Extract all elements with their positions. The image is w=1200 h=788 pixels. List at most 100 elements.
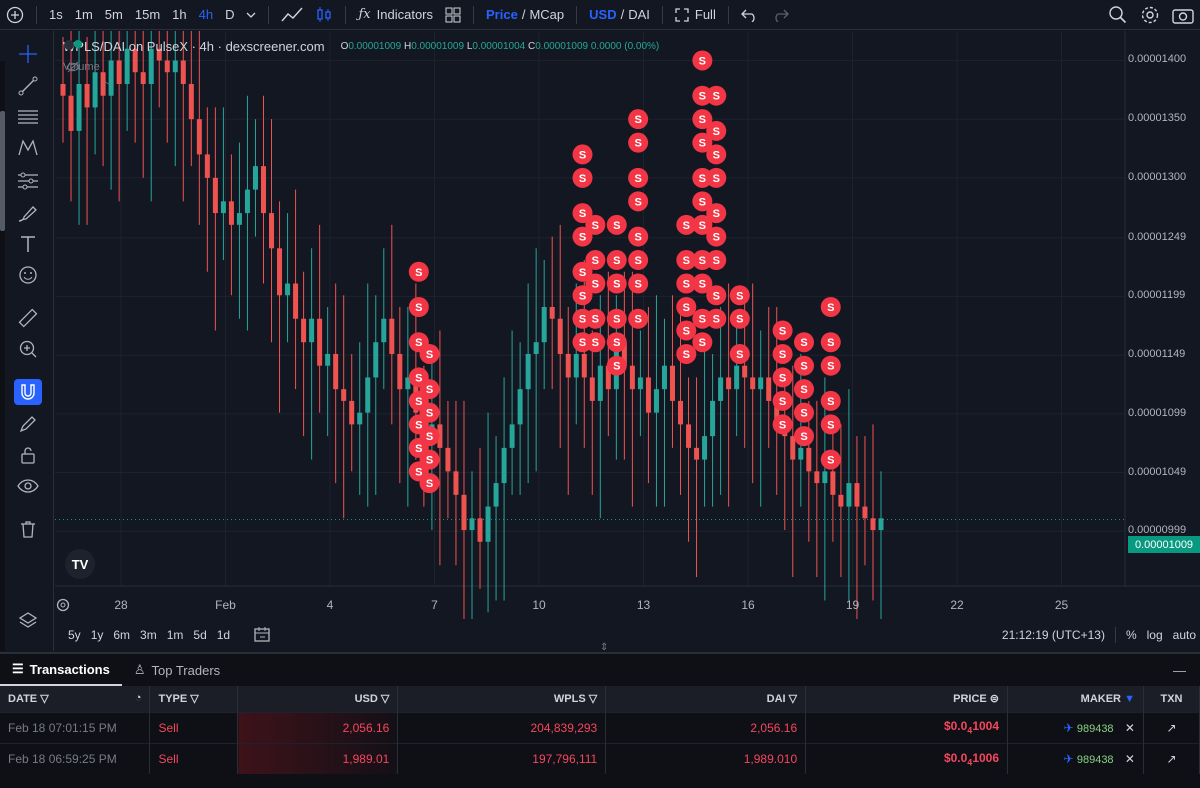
mcap-option[interactable]: MCap [529,7,565,22]
currency-toggle-icon[interactable]: ⊜ [989,693,1000,706]
zoom-tool[interactable] [14,336,42,362]
filter-active-icon[interactable]: ▼ [1124,692,1135,705]
col-price[interactable]: PRICE ⊜ [805,686,1009,712]
object-tree-tool[interactable] [14,607,42,633]
redo-button[interactable] [765,0,795,30]
candle-body [750,377,756,390]
col-dai[interactable]: DAI ▽ [605,686,807,712]
range-1y[interactable]: 1y [90,628,104,642]
resize-handle-icon[interactable]: ⇕ [600,642,609,653]
col-usd[interactable]: USD ▽ [237,686,399,712]
external-link-icon[interactable]: ↗ [1166,751,1177,766]
filter-icon[interactable]: ▽ [788,693,798,706]
sell-marker-label: S [579,290,586,302]
settings-button[interactable] [1134,0,1166,30]
candle-body [493,483,499,507]
maker-link[interactable]: 989438 [1076,753,1114,766]
external-link-icon[interactable]: ↗ [1166,720,1177,735]
dai-option[interactable]: DAI [628,7,650,22]
brush-icon [18,206,37,222]
filter-icon[interactable]: ▽ [40,693,49,706]
col-date[interactable]: DATE ▽ ◔ [0,686,151,712]
layout-button[interactable] [439,0,467,30]
ruler-tool[interactable] [14,305,42,331]
range-1d[interactable]: 1d [216,628,231,642]
volume-label[interactable]: Volume ︿ [63,61,111,88]
tab-top-traders[interactable]: ♙ Top Traders [133,662,221,678]
indicators-button[interactable]: ƒx Indicators [352,0,439,30]
candle-body [573,353,579,378]
text-tool[interactable] [14,231,42,257]
horizontal-lines-tool[interactable] [14,104,42,130]
sell-marker-label: S [634,232,641,244]
usd-option[interactable]: USD [589,7,617,22]
add-symbol-button[interactable] [0,0,30,30]
magnet-tool[interactable] [14,379,42,405]
eye-icon [17,479,39,493]
percent-scale-toggle[interactable]: % [1125,628,1137,642]
eye-off-icon[interactable] [66,61,80,73]
interval-1h[interactable]: 1h [172,7,187,22]
emoji-tool[interactable] [14,262,42,288]
price-tick: 0.00001149 [1128,348,1186,361]
range-5d[interactable]: 5d [193,628,207,642]
interval-1m[interactable]: 1m [74,7,93,22]
price-option[interactable]: Price [486,7,518,22]
filter-maker-close-icon[interactable]: ✕ [1124,751,1135,766]
interval-1s[interactable]: 1s [49,7,63,22]
hide-drawings-tool[interactable] [14,473,42,499]
goto-date-icon[interactable] [253,626,271,644]
col-wpls[interactable]: WPLS ▽ [397,686,607,712]
lock-drawing-mode-tool[interactable] [14,411,42,437]
range-5y[interactable]: 5y [68,628,81,642]
chart-canvas[interactable]: SSSSSSSSSSSSSSSSSSSSSSSSSSSSSSSSSSSSSSSS… [55,31,1200,619]
scale-options: 21:12:19 (UTC+13) % log auto [1002,627,1200,643]
filter-icon[interactable]: ▽ [380,693,390,706]
candle-body [669,365,675,401]
symbol-title[interactable]: WPLS/DAI on PulseX · 4h · dexscreener.co… [63,39,325,54]
tradingview-logo[interactable]: TV [65,549,95,579]
undo-button[interactable] [735,0,765,30]
remove-drawings-tool[interactable] [14,516,42,542]
interval-D[interactable]: D [225,7,235,22]
filter-maker-close-icon[interactable]: ✕ [1124,720,1135,735]
maker-link[interactable]: 989438 [1076,722,1114,735]
log-scale-toggle[interactable]: log [1146,628,1163,642]
trendline-tool[interactable] [14,73,42,99]
interval-15m[interactable]: 15m [134,7,161,22]
clock[interactable]: 21:12:19 (UTC+13) [1001,628,1105,642]
collapse-chevron-icon[interactable]: ︿ [101,77,111,88]
axis-settings-icon[interactable] [55,597,71,613]
range-6m[interactable]: 6m [113,628,131,642]
crosshair-tool[interactable] [14,41,42,67]
col-maker[interactable]: MAKER ▼ [1007,686,1144,712]
interval-5m[interactable]: 5m [104,7,123,22]
range-1m[interactable]: 1m [166,628,184,642]
brush-tool[interactable] [14,200,42,226]
full-button[interactable]: Full [669,0,722,30]
candle-chart-type-button[interactable] [309,0,339,30]
prediction-tool[interactable] [14,168,42,194]
price-mcap-toggle[interactable]: Price / MCap [480,0,570,30]
table-row[interactable]: Feb 18 07:01:15 PM Sell 2,056.16 204,839,29… [0,711,1200,743]
pattern-tool[interactable] [14,135,42,161]
filter-icon[interactable]: ▽ [588,693,598,706]
minimize-panel-button[interactable]: — [1173,662,1186,678]
table-row[interactable]: Feb 18 06:59:25 PM Sell 1,989.01 197,796,11… [0,742,1200,774]
tab-transactions[interactable]: ☰ Transactions [0,654,122,686]
line-chart-type-button[interactable] [275,0,309,30]
scrollbar-thumb[interactable] [0,111,5,231]
auto-scale-toggle[interactable]: auto [1172,628,1196,642]
filter-icon[interactable]: ▽ [190,693,199,706]
interval-4h[interactable]: 4h [198,7,214,22]
quick-search-button[interactable] [1102,0,1134,30]
toolbar-scrollbar[interactable] [0,61,5,651]
candle-body [397,353,403,390]
currency-toggle[interactable]: USD / DAI [583,0,656,30]
lock-all-tool[interactable] [14,442,42,468]
range-3m[interactable]: 3m [140,628,157,642]
interval-dropdown[interactable] [240,0,262,30]
col-type[interactable]: TYPE ▽ [149,686,239,712]
screenshot-button[interactable] [1166,0,1200,30]
